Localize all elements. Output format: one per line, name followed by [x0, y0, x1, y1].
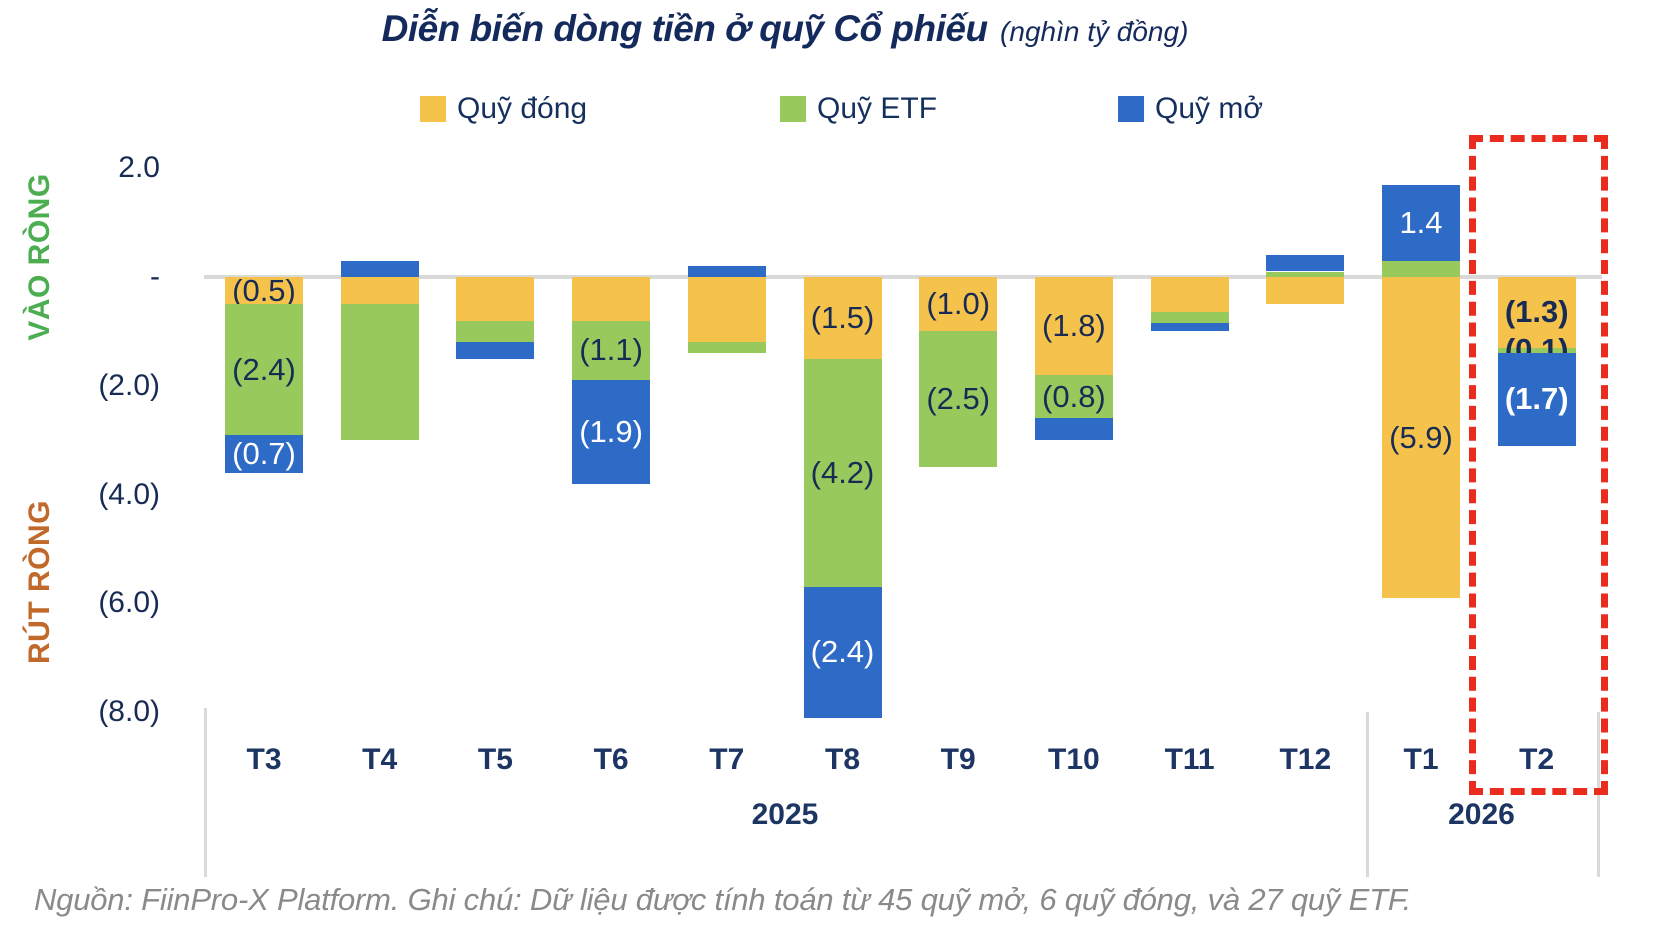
- bar-segment-t8-s0: [803, 277, 882, 359]
- bar-segment-t8-s1: [803, 358, 882, 588]
- left-axis-line: [204, 708, 207, 877]
- bar-value-label-t9-s0: (1.0): [926, 286, 991, 322]
- bar-segment-t1-s0: [1382, 277, 1460, 598]
- bar-value-label-t10-s1: (0.8): [1042, 378, 1106, 414]
- bar-segment-t6-s1: [572, 320, 651, 381]
- bar-segment-t5-s2: [456, 342, 535, 359]
- month-label-t11: T11: [1164, 743, 1215, 776]
- y-tick-label: (2.0): [98, 368, 160, 402]
- bar-value-label-t3-s2: (0.7): [232, 435, 296, 471]
- bar-segment-t6-s0: [572, 277, 651, 321]
- month-label-t8: T8: [824, 743, 861, 776]
- bar-segment-t2-s0: [1497, 277, 1576, 348]
- month-label-t4: T4: [362, 743, 398, 776]
- bar-value-label-t10-s0: (1.8): [1042, 308, 1106, 343]
- zero-gridline: [204, 275, 1602, 279]
- bar-segment-t12-s1: [1266, 271, 1345, 277]
- bar-segment-t2-s1: [1497, 347, 1576, 354]
- bar-value-label-t8-s1: (4.2): [810, 454, 875, 490]
- y-tick-label: (8.0): [98, 695, 160, 729]
- bar-segment-t2-s2: [1497, 353, 1576, 446]
- bar-segment-t9-s0: [919, 277, 998, 332]
- bar-value-label-t2-s2: (1.7): [1504, 381, 1569, 417]
- legend-label-quy-mo: Quỹ mở: [1155, 92, 1264, 125]
- legend-item-quy-mo: Quỹ mở: [1118, 92, 1263, 126]
- highlight-box: [1468, 135, 1608, 795]
- month-label-t10: T10: [1048, 743, 1100, 776]
- bar-segment-t3-s1: [225, 304, 303, 435]
- bar-segment-t5-s0: [456, 277, 535, 321]
- chart-title-main: Diễn biến dòng tiền ở quỹ Cổ phiếu: [381, 8, 988, 49]
- legend-label-quy-dong: Quỹ đóng: [457, 92, 588, 125]
- bar-segment-t4-s2: [340, 260, 419, 277]
- month-label-t2: T2: [1519, 743, 1555, 776]
- bar-segment-t1-s1: [1382, 260, 1460, 277]
- bar-segment-t7-s0: [687, 277, 766, 343]
- month-label-t12: T12: [1279, 743, 1332, 776]
- y-tick-label: 2.0: [118, 151, 160, 185]
- bar-segment-t12-s2: [1266, 255, 1345, 272]
- chart-legend: Quỹ đóng Quỹ ETF Quỹ mở: [0, 92, 1666, 132]
- month-label-t3: T3: [246, 743, 282, 776]
- bar-segment-t11-s0: [1150, 277, 1229, 313]
- bar-segment-t11-s2: [1150, 323, 1229, 332]
- legend-item-quy-dong: Quỹ đóng: [420, 92, 587, 126]
- bar-segment-t4-s1: [340, 304, 419, 441]
- legend-swatch-quy-mo: [1118, 96, 1144, 122]
- chart-title-unit: (nghìn tỷ đồng): [1000, 16, 1189, 47]
- bar-segment-t4-s0: [340, 277, 419, 305]
- bar-value-label-t3-s1: (2.4): [232, 351, 296, 387]
- year-label-2025: 2025: [751, 798, 819, 831]
- month-label-t6: T6: [593, 743, 629, 776]
- source-note: Nguồn: FiinPro-X Platform. Ghi chú: Dữ l…: [34, 882, 1412, 917]
- y-tick-label: -: [150, 260, 160, 293]
- y-tick-label: (6.0): [98, 586, 160, 620]
- bar-segment-t1-s2: [1382, 184, 1460, 261]
- bar-segment-t10-s0: [1034, 277, 1113, 375]
- bar-segment-t7-s1: [687, 342, 766, 354]
- bar-value-label-t8-s2: (2.4): [810, 634, 875, 670]
- chart-title: Diễn biến dòng tiền ở quỹ Cổ phiếu (nghì…: [0, 8, 1570, 50]
- year-divider-line: [1366, 712, 1369, 877]
- bar-segment-t5-s1: [456, 320, 535, 343]
- legend-swatch-quy-dong: [420, 96, 446, 122]
- bar-segment-t10-s2: [1034, 418, 1113, 441]
- bar-segment-t9-s1: [919, 331, 998, 468]
- month-label-t7: T7: [709, 743, 745, 776]
- bar-value-label-t6-s1: (1.1): [579, 332, 643, 368]
- bar-segment-t8-s2: [803, 587, 882, 718]
- bar-segment-t6-s2: [572, 380, 651, 484]
- bar-value-label-t3-s0: (0.5): [232, 272, 296, 308]
- bar-value-label-t8-s0: (1.5): [810, 299, 875, 335]
- bar-segment-t3-s0: [225, 277, 303, 305]
- month-label-t1: T1: [1403, 743, 1439, 776]
- bar-value-label-t1-s2: 1.4: [1399, 204, 1443, 240]
- bar-value-label-t9-s1: (2.5): [926, 381, 991, 417]
- legend-item-quy-etf: Quỹ ETF: [780, 92, 937, 126]
- bar-segment-t7-s2: [687, 266, 766, 277]
- legend-label-quy-etf: Quỹ ETF: [817, 92, 938, 125]
- bar-value-label-t6-s2: (1.9): [579, 414, 643, 449]
- bar-segment-t12-s0: [1266, 277, 1345, 305]
- bar-segment-t10-s1: [1034, 374, 1113, 419]
- month-label-t5: T5: [477, 743, 513, 776]
- bar-segment-t11-s1: [1150, 312, 1229, 324]
- y-tick-label: (4.0): [98, 477, 160, 511]
- bar-value-label-t1-s0: (5.9): [1389, 419, 1453, 455]
- bar-segment-t3-s2: [225, 434, 303, 473]
- year-label-2026: 2026: [1448, 798, 1515, 831]
- month-label-t9: T9: [940, 743, 976, 776]
- legend-swatch-quy-etf: [780, 96, 806, 122]
- bar-value-label-t2-s0: (1.3): [1504, 294, 1569, 330]
